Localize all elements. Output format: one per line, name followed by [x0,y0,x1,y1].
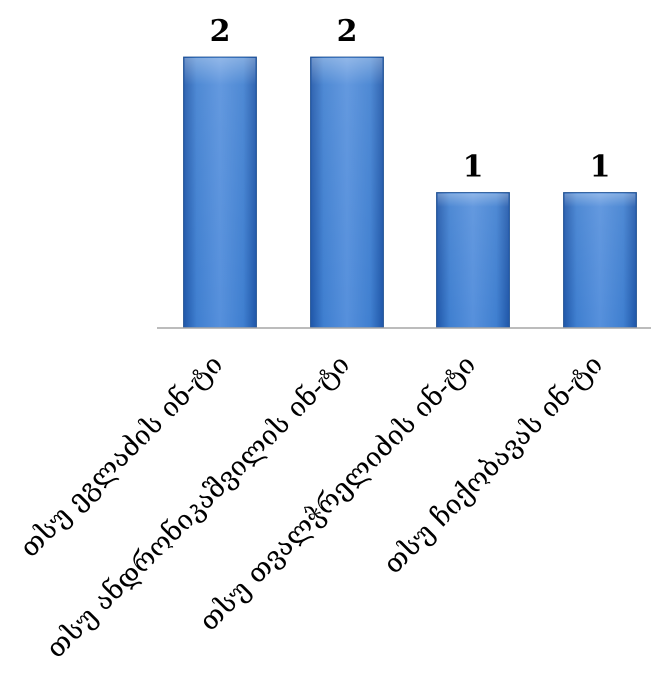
data-label-1: 2 [210,14,231,49]
bar-4 [563,192,637,329]
data-label-4: 1 [590,150,611,185]
data-label-3: 1 [463,150,484,185]
category-label-1: თსუ ეგლაძის ინ-ტი [14,349,229,564]
bar-3 [436,192,510,329]
bar-highlight-4 [564,193,636,327]
value-labels-layer: 2 2 1 1 [210,14,611,185]
category-label-4: თსუ ჩიქობავას ინ-ტი [378,349,609,580]
bar-1 [183,56,257,329]
bar-highlight-2 [311,58,383,327]
category-label-3: თსუ თვალჭრელიძის ინ-ტი [194,349,482,637]
bars-layer [183,56,637,329]
bar-2 [310,56,384,329]
data-label-2: 2 [337,14,358,49]
bar-highlight-1 [184,58,256,327]
bar-highlight-3 [437,193,509,327]
